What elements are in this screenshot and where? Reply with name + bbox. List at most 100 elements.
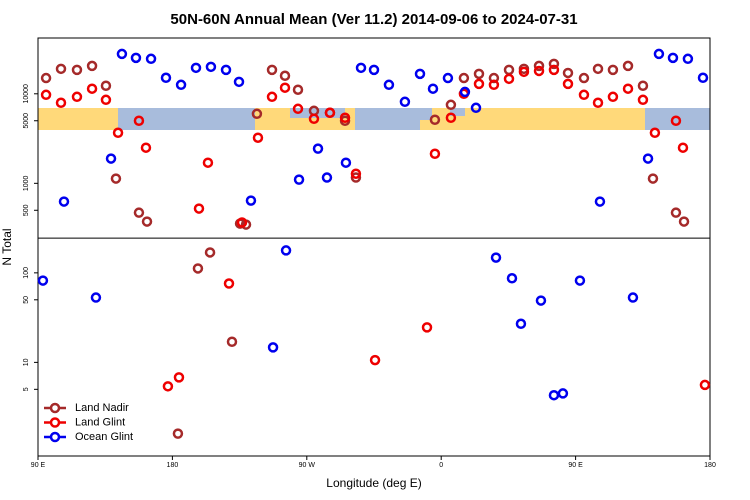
data-point bbox=[427, 83, 439, 94]
x-tick-label: 180 bbox=[167, 462, 179, 469]
data-point bbox=[490, 252, 502, 263]
data-point bbox=[445, 99, 457, 111]
data-point bbox=[145, 53, 157, 65]
x-tick-label: 180 bbox=[704, 462, 716, 469]
data-point bbox=[40, 72, 52, 84]
data-point bbox=[116, 48, 128, 60]
data-point bbox=[350, 168, 362, 179]
y-tick-label: 500 bbox=[23, 204, 30, 216]
data-point bbox=[173, 372, 185, 383]
data-point bbox=[71, 91, 83, 103]
y-tick-label: 5 bbox=[23, 387, 30, 391]
data-point bbox=[562, 78, 574, 90]
data-point bbox=[245, 195, 257, 206]
data-point bbox=[607, 64, 619, 76]
data-point bbox=[37, 275, 49, 286]
data-point bbox=[192, 263, 204, 274]
legend-marker bbox=[49, 417, 61, 428]
data-point bbox=[86, 83, 98, 94]
data-point bbox=[292, 103, 304, 115]
data-point bbox=[653, 48, 665, 60]
x-tick-label: 90 E bbox=[31, 462, 46, 469]
data-point bbox=[699, 379, 711, 391]
data-point bbox=[649, 127, 661, 139]
data-point bbox=[223, 278, 235, 289]
data-point bbox=[321, 172, 333, 183]
data-point bbox=[535, 295, 547, 306]
data-point bbox=[160, 72, 172, 84]
legend-label: Ocean Glint bbox=[75, 431, 133, 443]
data-point bbox=[110, 173, 122, 184]
data-point bbox=[473, 78, 485, 90]
data-point bbox=[293, 174, 305, 185]
data-point bbox=[340, 157, 352, 168]
data-point bbox=[562, 67, 574, 79]
data-point bbox=[592, 63, 604, 75]
data-point bbox=[204, 247, 216, 258]
data-point bbox=[503, 64, 515, 76]
data-point bbox=[622, 83, 634, 94]
data-point bbox=[172, 428, 184, 439]
data-point bbox=[473, 68, 485, 80]
data-point bbox=[266, 64, 278, 76]
data-point bbox=[682, 53, 694, 65]
data-point bbox=[339, 112, 351, 124]
data-point bbox=[697, 72, 709, 84]
data-point bbox=[594, 196, 606, 207]
data-point bbox=[557, 388, 569, 399]
data-point bbox=[642, 153, 654, 164]
legend-label: Land Glint bbox=[75, 416, 125, 428]
data-point bbox=[279, 70, 291, 82]
data-point bbox=[105, 153, 117, 164]
data-point bbox=[506, 273, 518, 284]
data-point bbox=[459, 86, 471, 98]
data-point bbox=[548, 64, 560, 76]
data-point bbox=[190, 62, 202, 74]
y-tick-label: 10 bbox=[23, 358, 30, 366]
data-point bbox=[445, 112, 457, 124]
data-point bbox=[622, 60, 634, 72]
data-point bbox=[71, 64, 83, 76]
data-point bbox=[414, 68, 426, 80]
data-point bbox=[236, 217, 248, 228]
data-point bbox=[355, 62, 367, 74]
data-point bbox=[140, 142, 152, 153]
data-point bbox=[429, 114, 441, 125]
data-point bbox=[312, 143, 324, 154]
data-point bbox=[133, 207, 145, 218]
y-tick-label: 100 bbox=[23, 267, 30, 279]
data-point bbox=[592, 97, 604, 109]
y-tick-label: 5000 bbox=[23, 113, 30, 129]
data-point bbox=[266, 91, 278, 103]
data-point bbox=[202, 157, 214, 168]
data-point bbox=[324, 107, 336, 119]
data-point bbox=[112, 127, 124, 139]
x-tick-label: 0 bbox=[439, 462, 443, 469]
data-point bbox=[458, 72, 470, 84]
data-point bbox=[399, 96, 411, 108]
y-tick-label: 1000 bbox=[23, 175, 30, 191]
data-point bbox=[86, 60, 98, 72]
data-point bbox=[488, 79, 500, 91]
plot-frame bbox=[37, 37, 711, 457]
legend-marker bbox=[49, 402, 61, 414]
data-point bbox=[220, 64, 232, 76]
data-point bbox=[429, 148, 441, 159]
data-point bbox=[678, 216, 690, 227]
data-point bbox=[55, 97, 67, 109]
data-point bbox=[280, 245, 292, 256]
data-point bbox=[292, 84, 304, 95]
data-point bbox=[574, 275, 586, 286]
data-point bbox=[130, 52, 142, 64]
chart-title: 50N-60N Annual Mean (Ver 11.2) 2014-09-0… bbox=[170, 11, 577, 28]
data-point bbox=[578, 89, 590, 101]
legend-marker bbox=[49, 431, 61, 443]
data-point bbox=[226, 336, 238, 347]
data-point bbox=[55, 63, 67, 75]
data-point bbox=[175, 79, 187, 91]
data-point bbox=[667, 52, 679, 64]
data-point bbox=[421, 322, 433, 333]
data-point bbox=[308, 113, 320, 125]
y-tick-label: 50 bbox=[23, 296, 30, 304]
data-point bbox=[100, 80, 112, 91]
